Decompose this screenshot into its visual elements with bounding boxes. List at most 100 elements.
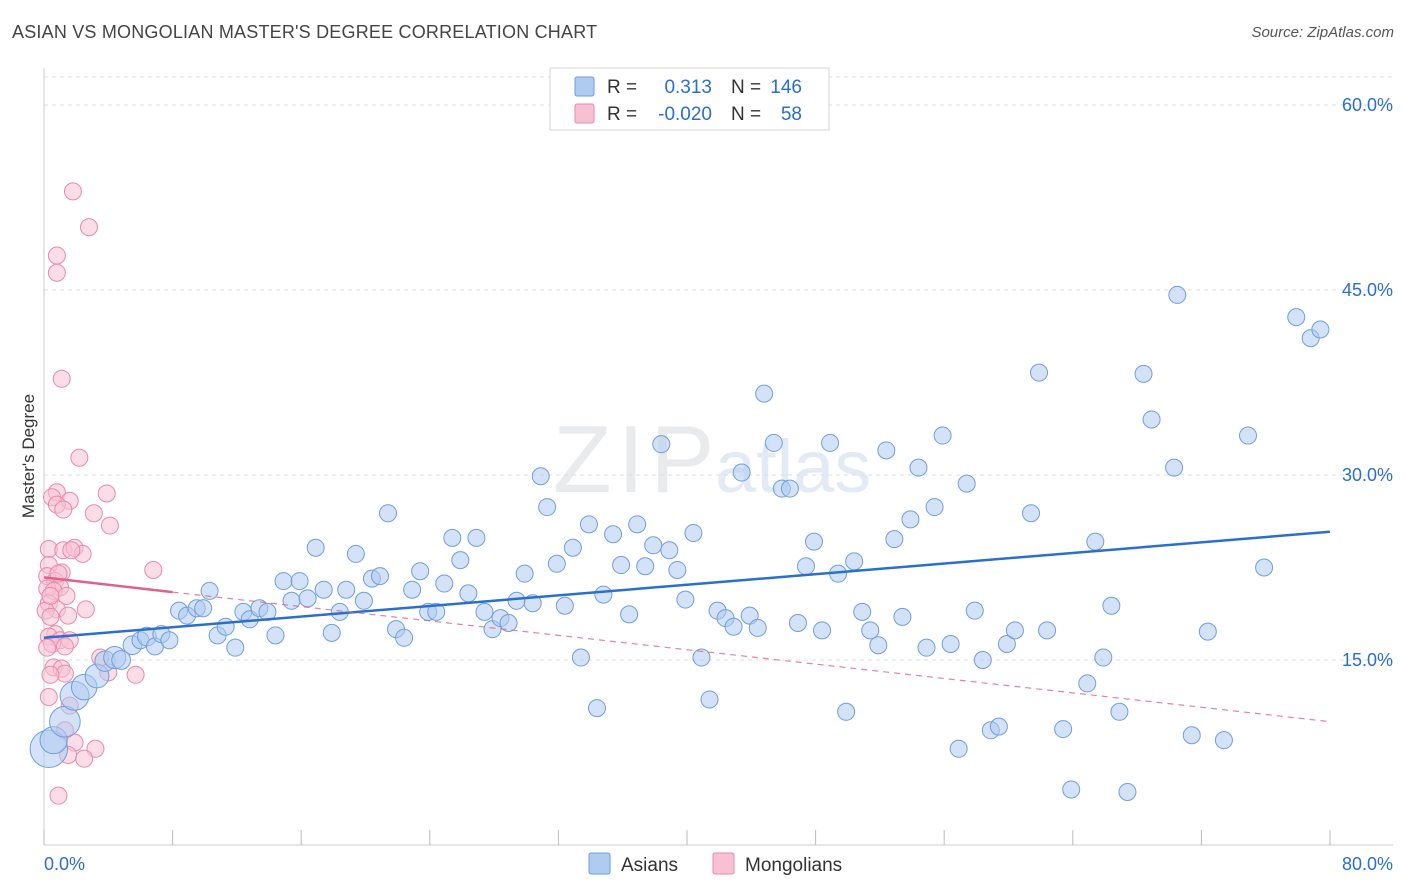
mongolian-point bbox=[59, 606, 78, 625]
asian-point bbox=[216, 617, 235, 636]
asian-point bbox=[1198, 622, 1217, 641]
legend-label-asians: Asians bbox=[621, 855, 678, 876]
asian-point bbox=[594, 585, 613, 604]
y-tick-label: 45.0% bbox=[1342, 280, 1393, 300]
asian-point bbox=[813, 621, 832, 640]
asian-point bbox=[796, 557, 815, 576]
y-tick-label: 60.0% bbox=[1342, 95, 1393, 115]
asian-point bbox=[443, 528, 462, 547]
grid bbox=[44, 76, 1393, 661]
asian-point bbox=[660, 541, 679, 560]
x-ticks bbox=[43, 830, 1331, 845]
asian-point bbox=[821, 433, 840, 452]
mongolian-point bbox=[76, 600, 95, 619]
asian-point bbox=[306, 538, 325, 557]
asian-point bbox=[724, 617, 743, 636]
asian-point bbox=[700, 690, 719, 709]
mongolian-r-label: R = bbox=[607, 104, 637, 125]
asian-point bbox=[547, 554, 566, 573]
asian-point bbox=[379, 504, 398, 523]
y-axis-title: Master's Degree bbox=[19, 394, 38, 518]
mongolian-point bbox=[70, 448, 89, 467]
legend-swatch-asians bbox=[588, 852, 611, 875]
chart-title: ASIAN VS MONGOLIAN MASTER'S DEGREE CORRE… bbox=[12, 22, 598, 42]
stats-legend: R = 0.313 N = 146 R = -0.020 N = 58 bbox=[549, 67, 830, 131]
asian-point bbox=[668, 560, 687, 579]
asian-point bbox=[1086, 532, 1105, 551]
mongolian-point bbox=[80, 218, 99, 237]
asian-point bbox=[1182, 726, 1201, 745]
asian-point bbox=[877, 441, 896, 460]
asian-legend-swatch bbox=[574, 76, 595, 97]
legend-swatch-mongolians bbox=[712, 852, 735, 875]
mongolian-n-label: N = bbox=[731, 104, 761, 125]
asian-point bbox=[925, 498, 944, 517]
y-tick-label: 15.0% bbox=[1342, 650, 1393, 670]
asian-point bbox=[194, 599, 213, 618]
asian-point bbox=[587, 699, 606, 718]
mongolian-point bbox=[47, 263, 66, 282]
asian-r-value: 0.313 bbox=[664, 77, 712, 98]
x-tick-label-max: 80.0% bbox=[1342, 854, 1393, 874]
mongolian-point bbox=[75, 749, 94, 768]
asian-point bbox=[563, 538, 582, 557]
asian-point bbox=[604, 525, 623, 544]
asian-point bbox=[451, 551, 470, 570]
asian-point bbox=[515, 564, 534, 583]
asian-point bbox=[111, 650, 132, 670]
mongolian-legend-swatch bbox=[574, 103, 595, 124]
mongolian-point bbox=[38, 638, 57, 657]
asian-point bbox=[427, 602, 446, 621]
asian-point bbox=[1168, 285, 1187, 304]
asian-point bbox=[1165, 458, 1184, 477]
asian-point bbox=[160, 631, 179, 650]
asian-point bbox=[845, 552, 864, 571]
asian-point bbox=[1005, 621, 1024, 640]
asian-point bbox=[732, 463, 751, 482]
asian-point bbox=[764, 433, 783, 452]
asian-point bbox=[755, 384, 774, 403]
asian-point bbox=[314, 580, 333, 599]
asian-point bbox=[676, 590, 695, 609]
mongolian-point bbox=[126, 665, 145, 684]
asian-trend-line bbox=[43, 530, 1331, 640]
asian-point bbox=[322, 623, 341, 642]
mongolian-point bbox=[62, 541, 81, 560]
asian-point bbox=[869, 636, 888, 655]
mongolian-point bbox=[54, 500, 73, 519]
asian-point bbox=[403, 580, 422, 599]
asian-point bbox=[804, 532, 823, 551]
asian-point bbox=[861, 621, 880, 640]
mongolian-point bbox=[63, 182, 82, 201]
asian-point bbox=[989, 717, 1008, 736]
asian-point bbox=[893, 607, 912, 626]
asian-point bbox=[1239, 426, 1258, 445]
asian-point bbox=[692, 648, 711, 667]
asian-point bbox=[1102, 596, 1121, 615]
asian-point bbox=[1038, 621, 1057, 640]
watermark: ZIP atlas bbox=[553, 406, 871, 513]
asian-points bbox=[29, 285, 1330, 801]
asian-point bbox=[475, 602, 494, 621]
asian-point bbox=[538, 498, 557, 517]
trend-lines bbox=[43, 530, 1331, 723]
asian-point bbox=[748, 618, 767, 637]
asian-point bbox=[1214, 731, 1233, 750]
mongolian-n-value: 58 bbox=[781, 104, 802, 125]
asian-point bbox=[507, 591, 526, 610]
asian-n-label: N = bbox=[731, 77, 761, 98]
asian-point bbox=[346, 544, 365, 563]
asian-r-label: R = bbox=[607, 77, 637, 98]
mongolian-point bbox=[84, 504, 103, 523]
asian-point bbox=[467, 528, 486, 547]
asian-point bbox=[411, 562, 430, 581]
asian-point bbox=[941, 634, 960, 653]
asian-point bbox=[49, 705, 81, 738]
asian-point bbox=[933, 426, 952, 445]
asian-point bbox=[636, 557, 655, 576]
asian-point bbox=[917, 638, 936, 657]
asian-point bbox=[354, 591, 373, 610]
asian-point bbox=[1311, 320, 1330, 339]
asian-point bbox=[957, 474, 976, 493]
